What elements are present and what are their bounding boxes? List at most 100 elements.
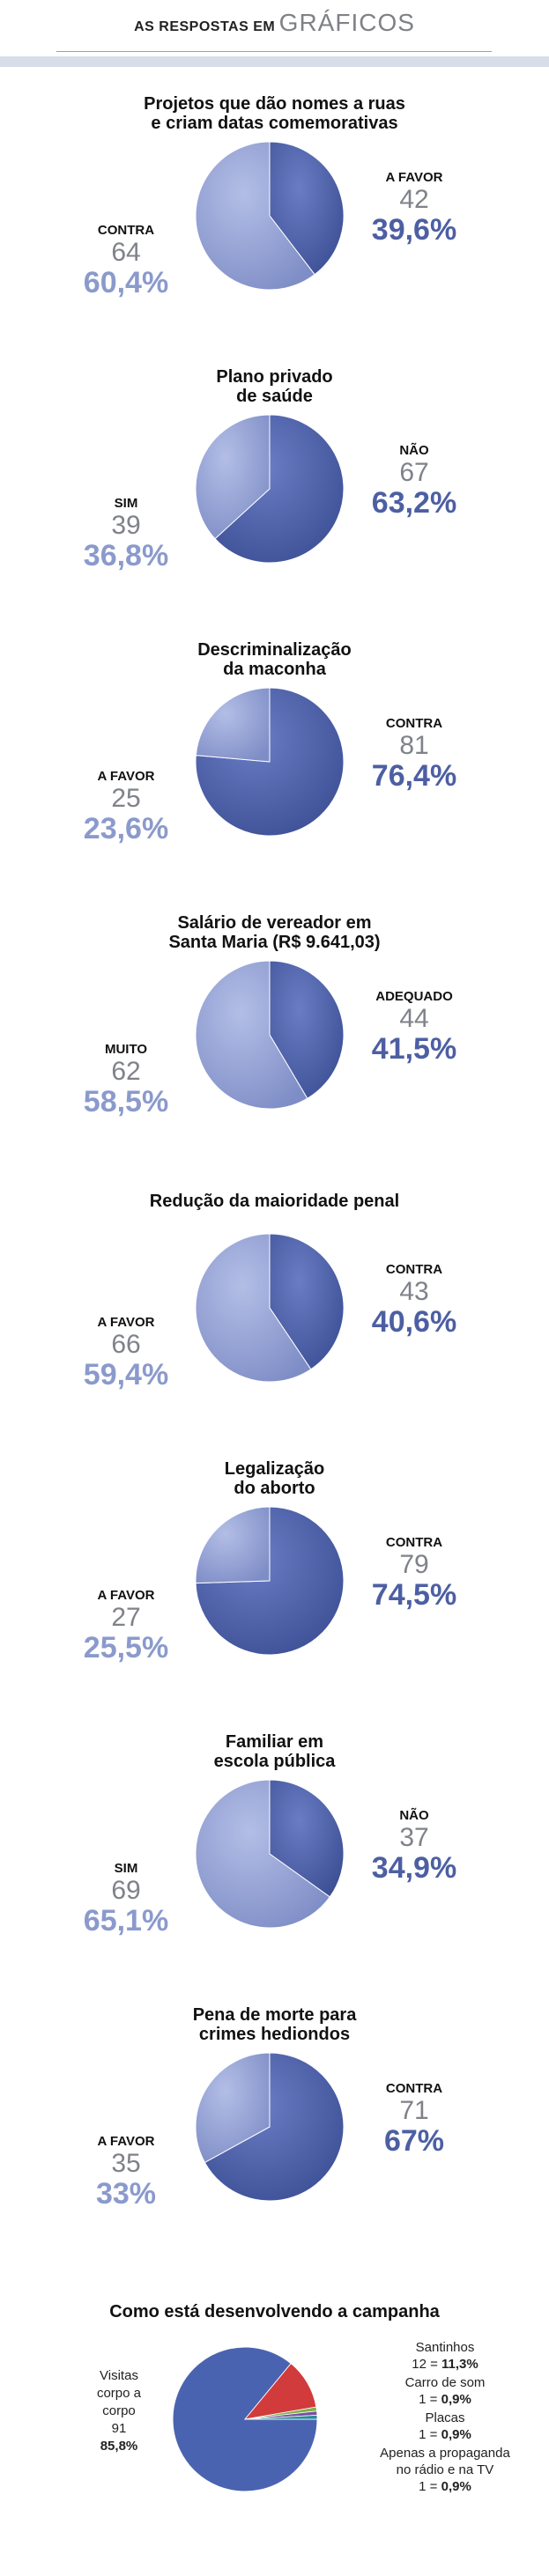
slice-label-right: ADEQUADO 44 41,5% (339, 989, 489, 1065)
slice-label-left: A FAVOR 27 25,5% (51, 1588, 201, 1664)
legend-label: Visitas (100, 2368, 138, 2383)
chart-title-line: Familiar em (225, 1732, 324, 1752)
slice-count: 69 (111, 1876, 141, 1905)
pie-slice (195, 1506, 345, 1656)
chart-title-line: Plano privado (216, 367, 333, 387)
legend-count: 12 (412, 2357, 427, 2372)
slice-label-right: CONTRA 79 74,5% (339, 1535, 489, 1611)
legend-pct: 0,9% (441, 2479, 471, 2494)
slice-count: 37 (399, 1823, 429, 1852)
legend-label: Placas (425, 2410, 465, 2425)
legend-count: 1 (419, 2479, 427, 2494)
slice-count: 25 (111, 784, 141, 813)
chart-title: Como está desenvolvendo a campanha (109, 2302, 440, 2321)
chart-title-line: e criam datas comemorativas (151, 114, 398, 133)
chart-title-line: do aborto (234, 1479, 315, 1498)
legend-pct: 0,9% (441, 2427, 471, 2442)
pie-chart (195, 1233, 345, 1383)
slice-pct: 76,4% (371, 759, 457, 793)
chart-panel-6: Familiar em escola pública NÃO 37 34,9% SIM 69… (0, 1722, 549, 1986)
chart-title: Descriminalização da maconha (0, 640, 549, 679)
pie-slice (195, 1233, 312, 1383)
pie-slice (195, 687, 345, 837)
slice-pct: 67% (383, 2124, 445, 2158)
slice-count: 44 (399, 1004, 429, 1033)
pie-slice (195, 2052, 271, 2164)
slice-count: 67 (399, 458, 429, 487)
slice-name: SIM (114, 496, 138, 511)
slice-name: CONTRA (385, 2081, 443, 2096)
slice-pct: 74,5% (371, 1578, 457, 1612)
slice-name: CONTRA (385, 716, 443, 731)
chart-panel-4: Redução da maioridade penal CONTRA 43 40,6%… (0, 1176, 549, 1440)
legend-label: no rádio e na TV (396, 2462, 494, 2477)
pie-slice (195, 1779, 330, 1929)
slice-name: A FAVOR (97, 769, 155, 784)
chart-panel-campanha: Como está desenvolvendo a campanha Visit… (0, 2290, 549, 2563)
legend-carro: Carro de som 1 = 0,9% (352, 2374, 538, 2408)
chart-title: Salário de vereador em Santa Maria (R$ 9.… (0, 913, 549, 952)
slice-count: 81 (399, 731, 429, 760)
slice-count: 27 (111, 1603, 141, 1632)
pie-slice (195, 141, 315, 291)
pie-slice (195, 960, 308, 1110)
chart-title: Pena de morte para crimes hediondos (0, 2005, 549, 2044)
header-rule (56, 51, 492, 52)
chart-title: Redução da maioridade penal (0, 1192, 549, 1211)
slice-count: 64 (111, 238, 141, 267)
header-title: AS RESPOSTAS EM GRÁFICOS (0, 9, 549, 37)
legend-pct: 0,9% (441, 2392, 471, 2407)
header-prefix: AS RESPOSTAS EM (134, 19, 276, 34)
slice-label-right: NÃO 37 34,9% (339, 1808, 489, 1884)
legend-count: 1 (419, 2392, 427, 2407)
chart-title-line: Salário de vereador em (177, 913, 372, 933)
slice-label-right: A FAVOR 42 39,6% (339, 170, 489, 246)
slice-pct: 40,6% (371, 1305, 457, 1339)
legend-label: corpo (102, 2403, 136, 2418)
pie-chart-campanha (172, 2346, 318, 2492)
slice-pct: 41,5% (371, 1032, 457, 1066)
slice-label-left: A FAVOR 25 23,6% (51, 769, 201, 845)
chart-title: Familiar em escola pública (0, 1732, 549, 1771)
chart-title: Plano privado de saúde (0, 367, 549, 406)
slice-label-left: CONTRA 64 60,4% (51, 223, 201, 299)
legend-pct: 11,3% (441, 2357, 479, 2372)
slice-name: ADEQUADO (375, 989, 453, 1004)
slice-pct: 23,6% (83, 812, 169, 845)
legend-label: Carro de som (404, 2375, 486, 2390)
pie-slice (195, 687, 271, 763)
legend-label: corpo a (96, 2386, 142, 2401)
slice-label-right: CONTRA 81 76,4% (339, 716, 489, 792)
slice-pct: 25,5% (83, 1631, 169, 1664)
chart-title-line: escola pública (213, 1752, 336, 1771)
slice-count: 62 (111, 1057, 141, 1086)
pie-slice (195, 1506, 271, 1584)
slice-label-right: CONTRA 71 67% (339, 2081, 489, 2157)
slice-name: CONTRA (385, 1535, 443, 1550)
slice-name: CONTRA (97, 223, 155, 238)
slice-pct: 63,2% (371, 486, 457, 520)
slice-count: 39 (111, 511, 141, 540)
legend-count: 91 (111, 2421, 127, 2436)
chart-title: Legalização do aborto (0, 1459, 549, 1498)
pie-slice (269, 141, 345, 276)
slice-name: A FAVOR (97, 1315, 155, 1330)
header-band (0, 56, 549, 67)
slice-name: NÃO (399, 1808, 429, 1823)
slice-count: 42 (399, 185, 429, 214)
pie-chart (195, 414, 345, 564)
legend-pct: 85,8% (100, 2439, 138, 2454)
slice-count: 66 (111, 1330, 141, 1359)
legend-count: 1 (419, 2427, 427, 2442)
pie-slice (204, 2052, 345, 2202)
pie-slice (244, 2414, 318, 2420)
legend-label: Santinhos (415, 2340, 475, 2355)
slice-label-right: NÃO 67 63,2% (339, 443, 489, 519)
pie-chart (195, 1779, 345, 1929)
chart-title-line: Descriminalização (197, 640, 352, 660)
chart-title-line: Legalização (224, 1459, 325, 1479)
chart-title-line: crimes hediondos (198, 2025, 351, 2044)
chart-panel-5: Legalização do aborto CONTRA 79 74,5% A FAVOR… (0, 1449, 549, 1713)
slice-label-left: SIM 39 36,8% (51, 496, 201, 572)
slice-pct: 39,6% (371, 213, 457, 247)
